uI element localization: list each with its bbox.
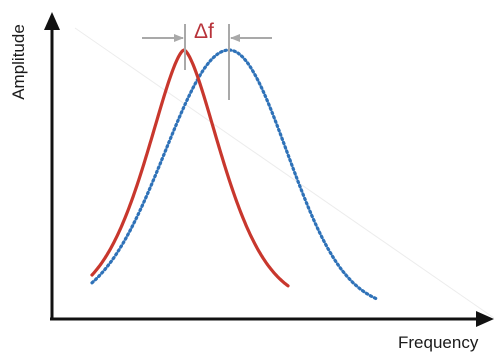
frequency-shift-marker xyxy=(142,24,272,100)
y-axis-arrow-icon xyxy=(44,12,60,30)
axes xyxy=(44,12,494,327)
shifted-spectrum-curve xyxy=(90,48,378,301)
x-axis-label: Frequency xyxy=(398,333,479,352)
reference-spectrum-curve xyxy=(90,48,290,288)
x-axis-arrow-icon xyxy=(476,311,494,327)
background-diagonal-line xyxy=(74,27,495,319)
y-axis-label: Amplitude xyxy=(9,24,28,100)
shift-label: Δf xyxy=(194,20,214,43)
